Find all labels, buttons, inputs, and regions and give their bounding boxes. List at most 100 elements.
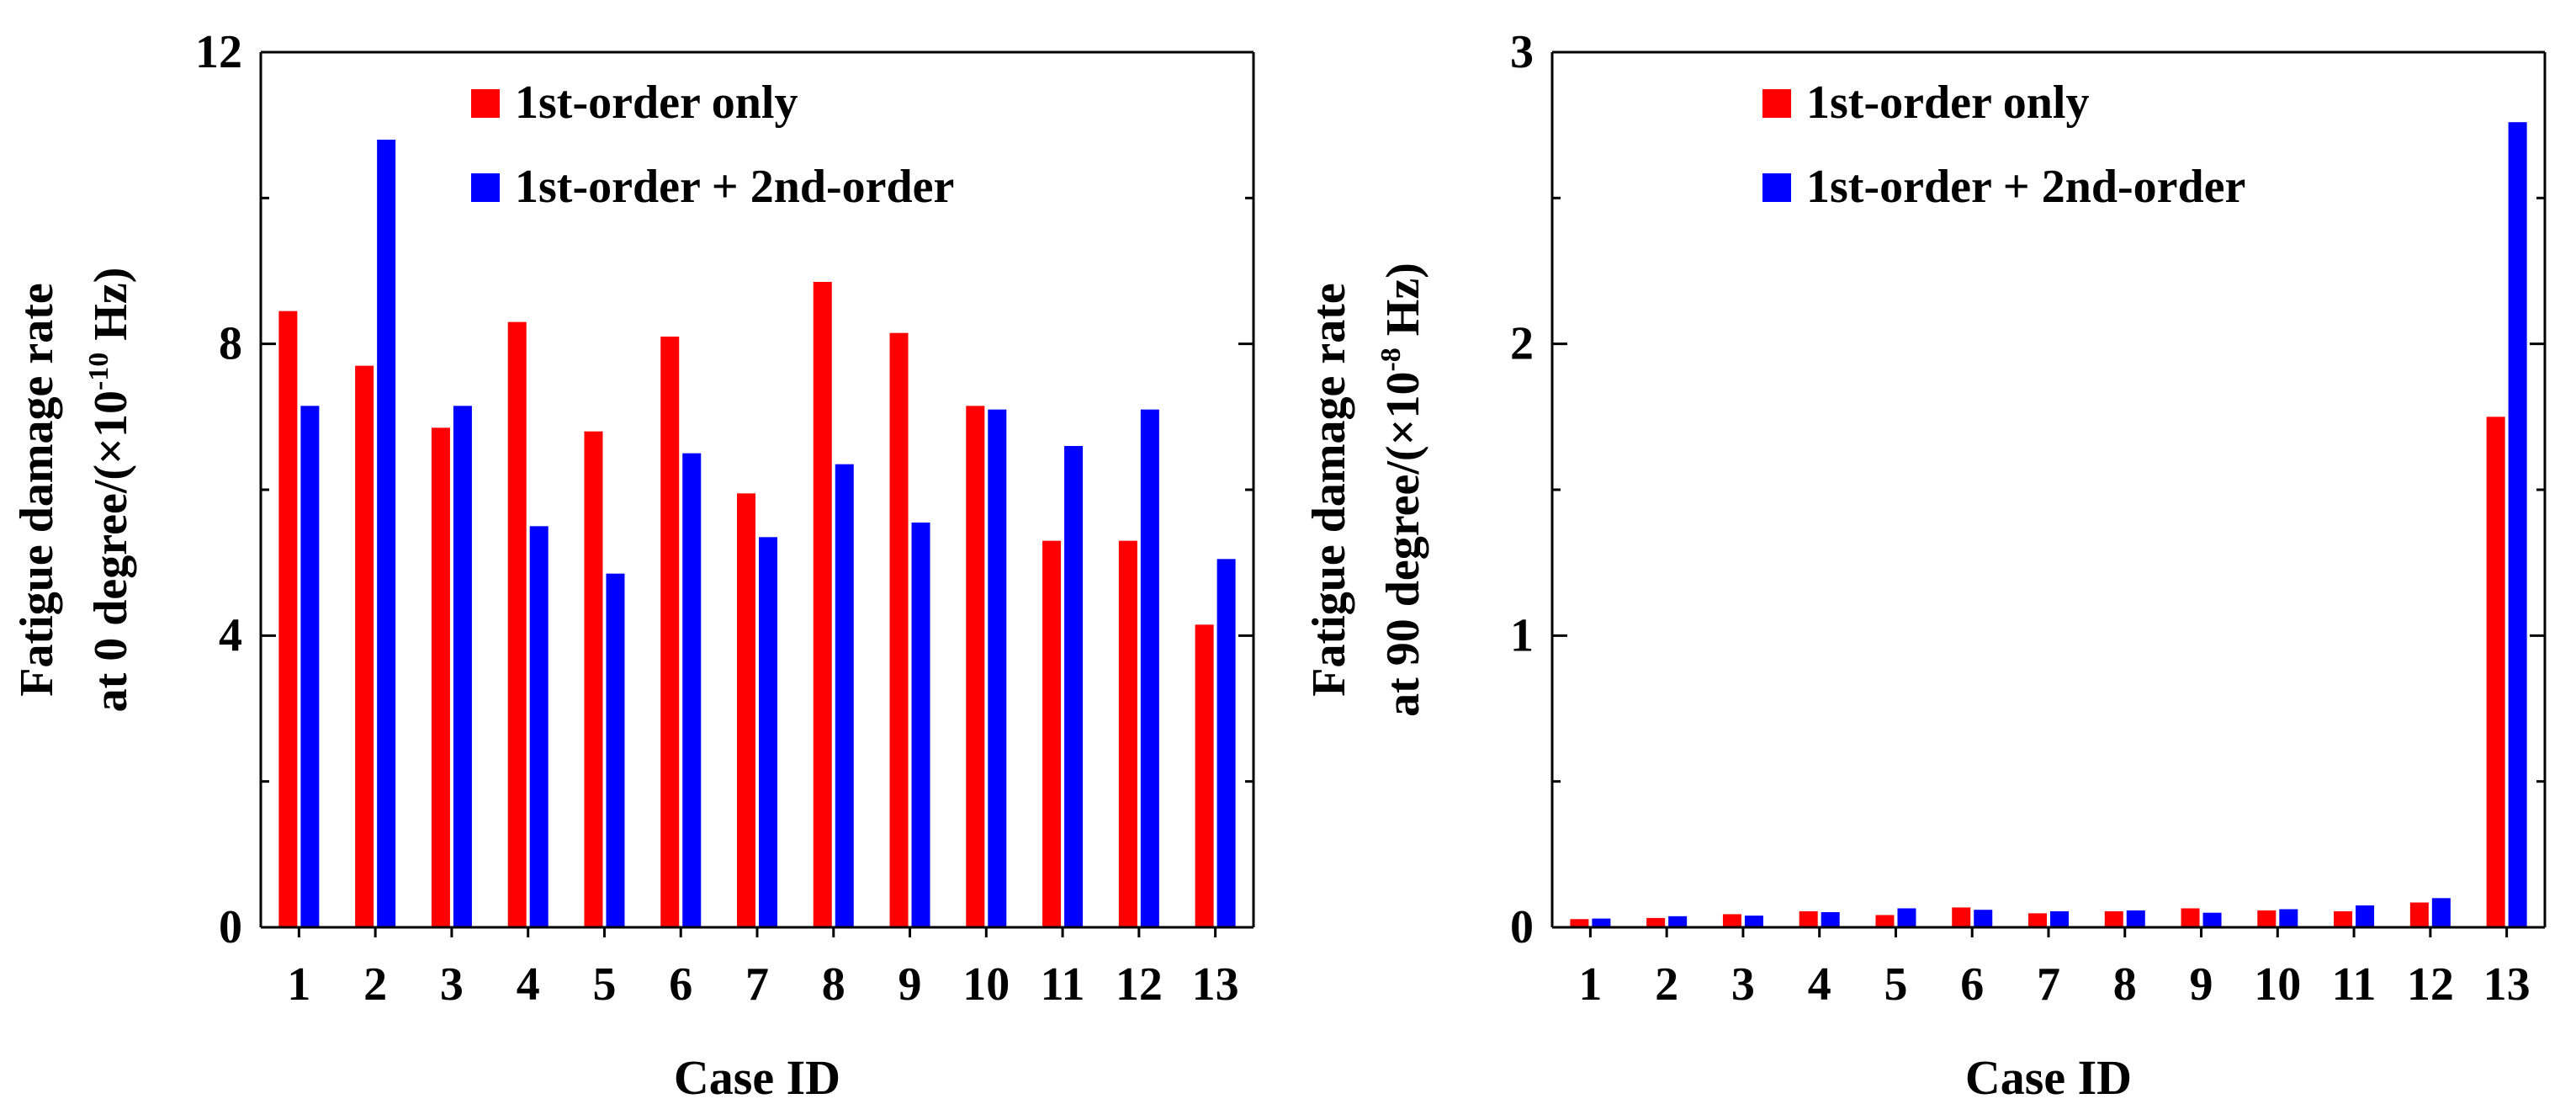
- x-tick-label: 12: [2407, 958, 2454, 1011]
- legend-swatch-0: [1762, 89, 1791, 118]
- bar-series1-case-1: [300, 406, 320, 927]
- x-tick-label: 2: [1655, 958, 1678, 1011]
- x-tick-label: 11: [1041, 958, 1085, 1011]
- y-tick-label: 0: [219, 901, 242, 953]
- bar-series0-case-12: [1118, 540, 1137, 927]
- x-tick-label: 6: [1960, 958, 1984, 1011]
- x-tick-label: 4: [1808, 958, 1831, 1011]
- x-tick-label: 1: [1578, 958, 1602, 1011]
- bar-series0-case-8: [813, 282, 832, 927]
- bar-series1-case-13: [2508, 122, 2527, 927]
- bar-series0-case-10: [2257, 910, 2277, 927]
- x-tick-label: 8: [2113, 958, 2137, 1011]
- bar-series1-case-5: [1897, 908, 1916, 927]
- bar-series1-case-5: [606, 573, 625, 927]
- bar-series1-case-3: [1744, 916, 1763, 927]
- bar-series0-case-1: [1570, 919, 1589, 927]
- bar-series1-case-2: [377, 140, 396, 927]
- x-tick-label: 13: [1192, 958, 1239, 1011]
- bar-series1-case-9: [2202, 912, 2222, 927]
- bar-series0-case-11: [2334, 910, 2353, 927]
- bar-series1-case-3: [453, 406, 472, 927]
- x-axis-label: Case ID: [1965, 1050, 2132, 1105]
- bar-series1-case-10: [988, 409, 1007, 928]
- bar-series1-case-13: [1216, 559, 1236, 927]
- x-tick-label: 7: [745, 958, 769, 1011]
- y-axis-label-exponent: -8: [1375, 348, 1407, 371]
- y-axis-label-exponent: -10: [83, 353, 114, 390]
- bar-series1-case-8: [835, 464, 854, 927]
- bar-series1-case-4: [529, 526, 549, 927]
- x-tick-label: 12: [1116, 958, 1163, 1011]
- bar-series0-case-3: [431, 427, 450, 927]
- x-axis-label: Case ID: [674, 1050, 840, 1105]
- bar-series0-case-8: [2104, 910, 2123, 927]
- y-tick-label: 8: [219, 318, 242, 370]
- y-axis-label-prefix: at 0 degree/(×10: [85, 390, 137, 712]
- bar-series0-case-12: [2409, 902, 2429, 927]
- bar-series1-case-12: [1140, 409, 1159, 928]
- y-tick-label: 2: [1510, 318, 1534, 370]
- x-tick-label: 5: [592, 958, 616, 1011]
- bar-series0-case-2: [355, 365, 374, 928]
- y-tick-label: 4: [219, 609, 242, 661]
- y-axis-label-suffix: Hz): [1377, 263, 1429, 348]
- bar-series0-case-10: [966, 406, 985, 927]
- legend-label-1: 1st-order + 2nd-order: [515, 161, 954, 213]
- legend-label-0: 1st-order only: [1806, 77, 2090, 129]
- y-axis-label-suffix: Hz): [85, 268, 137, 353]
- x-tick-label: 6: [669, 958, 692, 1011]
- bar-series1-case-2: [1668, 916, 1688, 927]
- x-tick-label: 1: [287, 958, 310, 1011]
- bar-series1-case-7: [759, 537, 777, 927]
- y-axis-label-line2: at 90 degree/(×10-8 Hz): [1375, 263, 1429, 717]
- x-tick-label: 3: [1731, 958, 1755, 1011]
- bar-series0-case-1: [278, 311, 298, 928]
- y-tick-label: 0: [1510, 901, 1534, 953]
- bar-series1-case-8: [2126, 910, 2145, 927]
- bar-series1-case-4: [1821, 911, 1840, 927]
- x-tick-label: 2: [363, 958, 387, 1011]
- y-axis-label-prefix: at 90 degree/(×10: [1377, 372, 1429, 717]
- y-tick-label: 12: [195, 26, 242, 78]
- bar-series0-case-4: [1799, 910, 1818, 927]
- x-tick-label: 4: [517, 958, 540, 1011]
- x-tick-label: 10: [2254, 958, 2301, 1011]
- y-tick-label: 1: [1510, 609, 1534, 661]
- x-tick-label: 10: [962, 958, 1010, 1011]
- bar-series0-case-9: [889, 332, 909, 928]
- y-axis-label-line1: Fatigue damage rate: [1303, 283, 1355, 696]
- bar-series1-case-1: [1592, 918, 1611, 927]
- x-tick-label: 8: [822, 958, 845, 1011]
- bar-series0-case-7: [2028, 913, 2047, 927]
- bar-series0-case-7: [737, 493, 755, 927]
- legend-label-1: 1st-order + 2nd-order: [1806, 161, 2245, 213]
- bar-series0-case-5: [584, 431, 603, 927]
- bar-series1-case-12: [2431, 898, 2451, 927]
- x-tick-label: 5: [1884, 958, 1907, 1011]
- bar-series0-case-6: [1952, 907, 1971, 927]
- legend-swatch-0: [471, 89, 500, 118]
- bar-series1-case-6: [1974, 910, 1993, 927]
- bar-series0-case-13: [1195, 624, 1214, 927]
- legend-label-0: 1st-order only: [515, 77, 798, 129]
- bar-series1-case-11: [2356, 905, 2375, 927]
- bar-series0-case-3: [1722, 914, 1741, 927]
- legend-swatch-1: [1762, 173, 1791, 202]
- bar-series1-case-9: [911, 523, 930, 927]
- bar-series0-case-6: [660, 337, 680, 927]
- bar-series0-case-11: [1042, 540, 1062, 927]
- x-tick-label: 11: [2332, 958, 2377, 1011]
- bar-series1-case-11: [1064, 446, 1084, 927]
- bar-series1-case-7: [2050, 910, 2069, 927]
- bar-series1-case-6: [682, 453, 702, 927]
- bar-series0-case-2: [1646, 917, 1666, 927]
- y-tick-label: 3: [1510, 26, 1534, 78]
- x-tick-label: 3: [440, 958, 464, 1011]
- bar-series0-case-4: [507, 321, 527, 928]
- x-tick-label: 13: [2483, 958, 2531, 1011]
- y-axis-label-line2: at 0 degree/(×10-10 Hz): [83, 268, 137, 713]
